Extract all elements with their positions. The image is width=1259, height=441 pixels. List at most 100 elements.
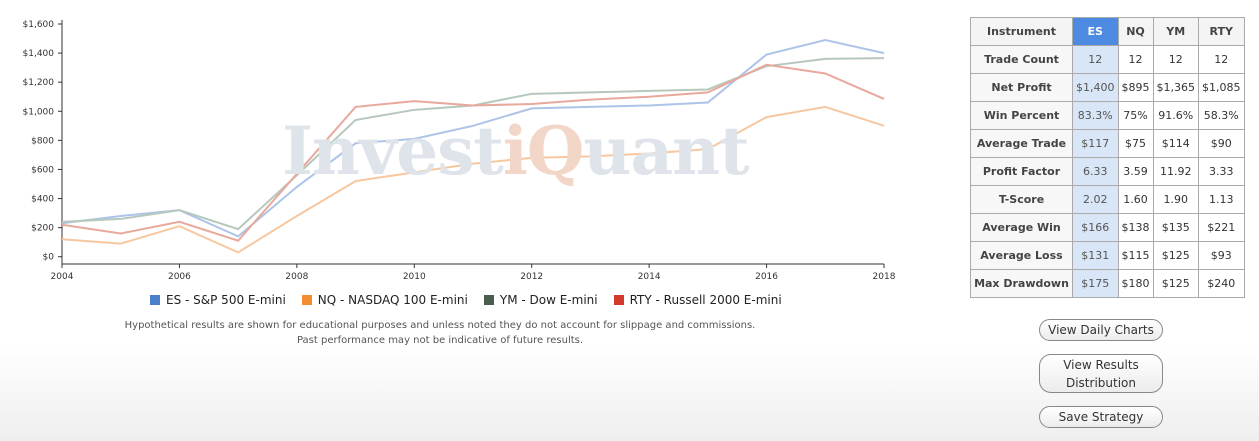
legend-swatch-es (150, 295, 160, 305)
x-tick-label: 2016 (755, 272, 778, 282)
y-tick-label: $1,200 (23, 78, 55, 88)
cell-es: 6.33 (1072, 157, 1119, 186)
view-results-distribution-button[interactable]: View Results Distribution (1039, 354, 1163, 393)
header-ym[interactable]: YM (1152, 17, 1199, 46)
table-row: Win Percent 83.3% 75% 91.6% 58.3% (970, 101, 1245, 130)
cell-es: $117 (1072, 129, 1119, 158)
cell-nq: $115 (1117, 241, 1154, 270)
cell-es: 83.3% (1072, 101, 1119, 130)
disclaimer-line-2: Past performance may not be indicative o… (296, 335, 584, 346)
cell-ym: $125 (1152, 269, 1199, 298)
table-row: Average Trade $117 $75 $114 $90 (970, 129, 1245, 158)
y-tick-label: $1,600 (23, 20, 55, 30)
cell-nq: 1.60 (1117, 185, 1154, 214)
legend-label-nq: NQ - NASDAQ 100 E-mini (317, 293, 468, 307)
button-label-line-1: View Results (1063, 358, 1139, 372)
table-row: T-Score 2.02 1.60 1.90 1.13 (970, 185, 1245, 214)
row-label: Max Drawdown (970, 269, 1073, 298)
chart-legend: ES - S&P 500 E-mini NQ - NASDAQ 100 E-mi… (150, 293, 790, 307)
y-tick-label: $400 (31, 195, 54, 205)
table-row: Net Profit $1,400 $895 $1,365 $1,085 (970, 73, 1245, 102)
legend-swatch-ym (483, 295, 494, 305)
row-label: Win Percent (970, 101, 1073, 130)
disclaimer: Hypothetical results are shown for educa… (90, 318, 790, 348)
series-line-rty (61, 63, 885, 242)
row-label: Net Profit (970, 73, 1073, 102)
row-label: T-Score (970, 185, 1073, 214)
cell-nq: 75% (1117, 101, 1154, 130)
cell-ym: 12 (1152, 45, 1199, 74)
legend-item-es[interactable]: ES - S&P 500 E-mini (150, 293, 286, 307)
cell-nq: $138 (1117, 213, 1154, 242)
cell-es: $131 (1072, 241, 1119, 270)
cell-rty: 3.33 (1198, 157, 1245, 186)
cell-nq: $180 (1117, 269, 1154, 298)
x-tick-label: 2008 (285, 272, 308, 282)
cell-es: $1,400 (1072, 73, 1119, 102)
x-tick-label: 2010 (403, 272, 426, 282)
cell-es: 12 (1072, 45, 1119, 74)
cell-rty: $240 (1198, 269, 1245, 298)
cell-rty: $90 (1198, 129, 1245, 158)
button-label-line-2: Distribution (1065, 376, 1136, 390)
investiquant-watermark: InvestiQuant (282, 112, 750, 190)
cell-ym: $114 (1152, 129, 1199, 158)
row-label: Profit Factor (970, 157, 1073, 186)
y-tick-label: $1,000 (23, 107, 55, 117)
cell-es: $166 (1072, 213, 1119, 242)
legend-item-ym[interactable]: YM - Dow E-mini (483, 293, 598, 307)
x-tick-label: 2004 (51, 272, 74, 282)
cell-nq: $895 (1117, 73, 1154, 102)
row-label: Average Win (970, 213, 1073, 242)
header-instrument: Instrument (970, 17, 1073, 46)
table-row: Average Loss $131 $115 $125 $93 (970, 241, 1245, 270)
x-tick-label: 2006 (168, 272, 191, 282)
cell-nq: 12 (1117, 45, 1154, 74)
row-label: Trade Count (970, 45, 1073, 74)
series-line-nq (61, 105, 885, 254)
table-row: Profit Factor 6.33 3.59 11.92 3.33 (970, 157, 1245, 186)
stats-table: Instrument ES NQ YM RTY Trade Count 12 1… (970, 17, 1245, 298)
cell-rty: $1,085 (1198, 73, 1245, 102)
cell-ym: 11.92 (1152, 157, 1199, 186)
legend-item-nq[interactable]: NQ - NASDAQ 100 E-mini (301, 293, 468, 307)
row-label: Average Loss (970, 241, 1073, 270)
legend-swatch-rty (613, 295, 624, 305)
cell-ym: $125 (1152, 241, 1199, 270)
cell-es: $175 (1072, 269, 1119, 298)
y-tick-label: $1,400 (23, 49, 55, 59)
header-es[interactable]: ES (1072, 17, 1119, 46)
view-daily-charts-button[interactable]: View Daily Charts (1039, 319, 1163, 341)
legend-label-rty: RTY - Russell 2000 E-mini (629, 293, 782, 307)
cell-ym: $1,365 (1152, 73, 1199, 102)
table-header-row: Instrument ES NQ YM RTY (970, 17, 1245, 46)
legend-label-ym: YM - Dow E-mini (499, 293, 598, 307)
legend-label-es: ES - S&P 500 E-mini (166, 293, 286, 307)
cell-rty: 12 (1198, 45, 1245, 74)
cell-rty: 1.13 (1198, 185, 1245, 214)
y-tick-label: $0 (43, 253, 55, 263)
cell-rty: 58.3% (1198, 101, 1245, 130)
table-row: Max Drawdown $175 $180 $125 $240 (970, 269, 1245, 298)
legend-item-rty[interactable]: RTY - Russell 2000 E-mini (613, 293, 782, 307)
cell-ym: 1.90 (1152, 185, 1199, 214)
table-row: Trade Count 12 12 12 12 (970, 45, 1245, 74)
x-tick-label: 2012 (520, 272, 543, 282)
cell-ym: $135 (1152, 213, 1199, 242)
legend-swatch-nq (301, 295, 312, 305)
series-line-es (61, 38, 885, 238)
cell-es: 2.02 (1072, 185, 1119, 214)
save-strategy-button[interactable]: Save Strategy (1039, 406, 1163, 428)
cell-rty: $93 (1198, 241, 1245, 270)
cell-nq: $75 (1117, 129, 1154, 158)
cell-ym: 91.6% (1152, 101, 1199, 130)
cell-nq: 3.59 (1117, 157, 1154, 186)
disclaimer-line-1: Hypothetical results are shown for educa… (124, 320, 756, 331)
x-tick-label: 2018 (873, 272, 896, 282)
y-tick-label: $600 (31, 165, 54, 175)
header-rty[interactable]: RTY (1198, 17, 1245, 46)
table-row: Average Win $166 $138 $135 $221 (970, 213, 1245, 242)
cell-rty: $221 (1198, 213, 1245, 242)
row-label: Average Trade (970, 129, 1073, 158)
header-nq[interactable]: NQ (1117, 17, 1154, 46)
